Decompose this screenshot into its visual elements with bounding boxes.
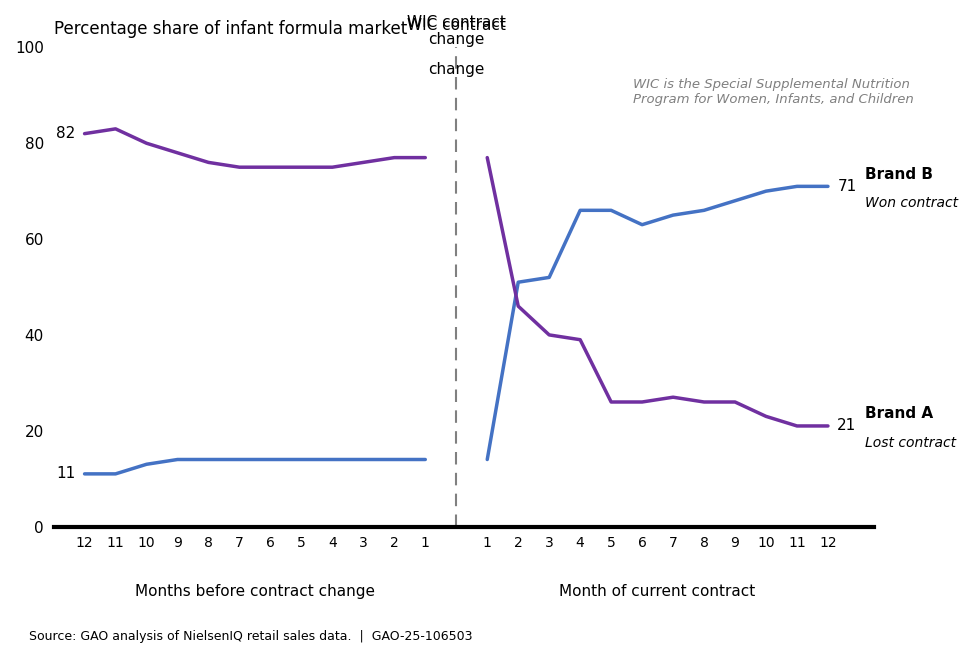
Text: change: change: [429, 62, 484, 77]
Text: 21: 21: [838, 419, 856, 434]
Text: Month of current contract: Month of current contract: [559, 584, 756, 599]
Text: 11: 11: [56, 467, 75, 482]
Text: WIC contract: WIC contract: [407, 18, 506, 33]
Text: WIC is the Special Supplemental Nutrition
Program for Women, Infants, and Childr: WIC is the Special Supplemental Nutritio…: [633, 78, 914, 106]
Text: Brand B: Brand B: [865, 167, 933, 182]
Text: WIC contract
change: WIC contract change: [407, 15, 506, 47]
Text: 82: 82: [56, 126, 75, 141]
Text: Source: GAO analysis of NielsenIQ retail sales data.  |  GAO-25-106503: Source: GAO analysis of NielsenIQ retail…: [29, 630, 472, 643]
Text: Brand A: Brand A: [865, 406, 933, 421]
Text: Months before contract change: Months before contract change: [135, 584, 375, 599]
Text: Percentage share of infant formula market: Percentage share of infant formula marke…: [54, 19, 407, 38]
Text: 71: 71: [838, 179, 856, 194]
Text: Lost contract: Lost contract: [865, 435, 956, 450]
Text: Won contract: Won contract: [865, 196, 958, 210]
